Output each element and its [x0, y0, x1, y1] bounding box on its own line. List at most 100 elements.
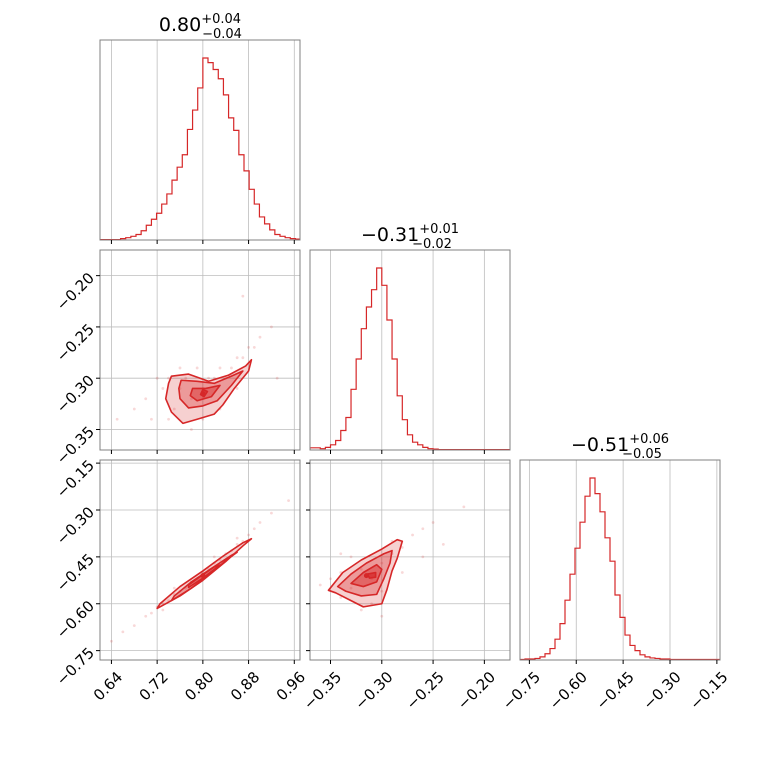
sample-point	[167, 376, 170, 380]
panel-background	[100, 460, 300, 660]
mode-marker	[363, 573, 369, 579]
histogram-2	[520, 477, 720, 660]
sample-point	[318, 583, 322, 587]
sample-point	[144, 614, 148, 618]
title-plus: +0.01	[419, 222, 459, 237]
sample-point	[172, 407, 176, 411]
sample-point	[212, 555, 216, 559]
y-tick-label: −0.25	[53, 320, 98, 365]
title-median: 0.80	[159, 14, 201, 36]
sample-point	[121, 630, 125, 634]
sample-point	[339, 552, 343, 556]
y-tick-label: −0.30	[53, 371, 98, 416]
sample-point	[287, 499, 290, 503]
diagonal-panel-1: −0.31+0.01−0.02	[309, 222, 511, 454]
sample-point	[150, 417, 153, 421]
sample-point	[161, 608, 165, 612]
sample-point	[184, 376, 188, 380]
sample-point	[252, 346, 256, 349]
mode-marker	[200, 391, 206, 397]
sample-point	[349, 555, 353, 559]
sample-point	[241, 294, 245, 298]
sample-point	[421, 527, 425, 531]
pair-panel-0-1	[96, 249, 301, 454]
pair-panel-0-2	[96, 459, 301, 664]
sample-point	[275, 376, 279, 380]
title-minus-0: −0.04	[202, 27, 242, 42]
sample-point	[329, 577, 332, 581]
panel-frame	[309, 459, 511, 661]
x-tick-label: −0.45	[593, 668, 638, 713]
x-tick-label: −0.35	[300, 668, 345, 713]
sample-point	[258, 521, 262, 524]
sample-point	[241, 356, 245, 360]
panel-title-0: 0.80+0.04	[159, 12, 241, 36]
title-minus-1: −0.02	[412, 237, 452, 252]
x-tick-label: −0.30	[351, 668, 396, 713]
panel-frame	[519, 459, 721, 661]
panel-frame	[99, 459, 301, 661]
sample-point	[380, 614, 384, 618]
diagonal-panel-0: 0.80+0.04−0.04	[99, 12, 301, 244]
panel-background	[520, 460, 720, 660]
x-tick-label: 0.88	[227, 668, 263, 704]
sample-point	[144, 397, 148, 401]
contour-level-3	[366, 571, 377, 579]
sample-point	[235, 536, 239, 540]
y-tick-label: −0.30	[53, 503, 98, 548]
title-median: −0.31	[361, 224, 419, 246]
panel-background	[100, 250, 300, 450]
y-tick-label: −0.60	[53, 597, 98, 642]
sample-point	[349, 586, 353, 590]
sample-point	[380, 561, 384, 565]
sample-point	[247, 533, 250, 537]
x-tick-label: 0.72	[136, 668, 172, 704]
sample-point	[178, 366, 182, 370]
sample-point	[150, 611, 153, 615]
x-tick-label: −0.25	[403, 668, 448, 713]
sample-point	[155, 376, 159, 380]
sample-point	[132, 407, 136, 411]
mode-marker	[200, 573, 206, 579]
y-tick-label: −0.45	[53, 550, 98, 595]
panel-frame	[99, 39, 301, 241]
sample-point	[110, 639, 113, 643]
panel-background	[310, 460, 510, 660]
sample-point	[247, 346, 250, 349]
sample-point	[230, 366, 233, 370]
contour-level-1	[336, 549, 393, 597]
sample-point	[252, 527, 256, 531]
x-tick-label: −0.30	[640, 668, 685, 713]
sample-point	[258, 335, 262, 339]
x-tick-label: −0.75	[499, 668, 544, 713]
title-plus: +0.04	[201, 12, 241, 27]
sample-point	[359, 608, 363, 612]
sample-point	[270, 511, 273, 515]
sample-point	[380, 589, 384, 593]
sample-point	[190, 428, 193, 431]
title-plus: +0.06	[629, 432, 669, 447]
sample-point	[462, 505, 466, 509]
title-minus-2: −0.05	[622, 447, 662, 462]
sample-point	[235, 542, 239, 546]
histogram-0	[100, 57, 300, 240]
sample-point	[400, 546, 404, 549]
panel-title-2: −0.51+0.06	[571, 432, 669, 456]
contour-level-0	[327, 538, 404, 608]
sample-point	[359, 567, 363, 571]
sample-point	[411, 533, 414, 537]
y-tick-label: −0.35	[53, 423, 98, 468]
x-tick-label: −0.60	[546, 668, 591, 713]
sample-point	[421, 555, 425, 559]
sample-point	[218, 366, 222, 370]
pair-content	[318, 505, 466, 618]
x-tick-label: 0.64	[90, 668, 126, 704]
pair-content	[110, 499, 290, 643]
sample-point	[370, 602, 373, 606]
sample-point	[400, 571, 404, 574]
panel-background	[310, 250, 510, 450]
pair-content	[115, 294, 279, 431]
sample-point	[431, 521, 435, 524]
sample-point	[161, 387, 165, 390]
diagonal-panel-2: −0.51+0.06−0.05	[519, 432, 721, 664]
